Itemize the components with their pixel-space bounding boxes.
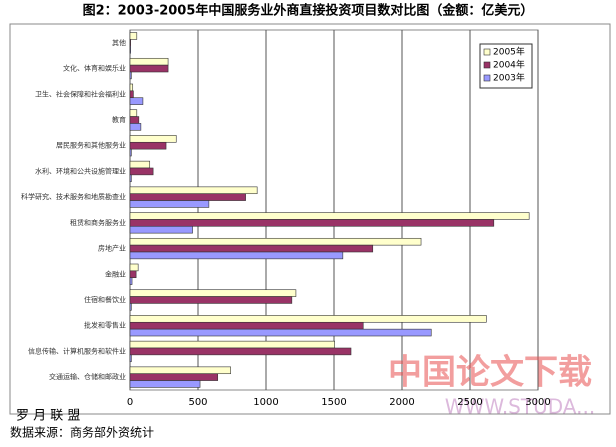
y-tick-label: 教育 bbox=[112, 115, 126, 124]
footer-brand: 罗 月 联 盟 bbox=[16, 409, 80, 424]
bar bbox=[129, 366, 231, 375]
bar bbox=[129, 32, 138, 40]
bar bbox=[129, 135, 177, 143]
bar bbox=[129, 160, 151, 169]
bar bbox=[129, 83, 134, 92]
bar bbox=[129, 315, 487, 323]
bar bbox=[129, 109, 138, 117]
y-tick-label: 居民服务和其他服务业 bbox=[56, 141, 126, 150]
chart-frame bbox=[9, 23, 611, 415]
bar bbox=[129, 45, 131, 54]
x-tick-label: 0 bbox=[127, 397, 133, 408]
bar bbox=[129, 39, 131, 47]
bar bbox=[129, 321, 364, 330]
y-tick-label: 批发和零售业 bbox=[84, 321, 126, 330]
legend-swatch bbox=[483, 74, 491, 82]
y-tick-label: 信息传输、计算机服务和软件业 bbox=[28, 346, 126, 355]
y-tick-label: 金融业 bbox=[105, 269, 126, 278]
x-tick-label: 2000 bbox=[389, 397, 414, 408]
bar bbox=[129, 277, 133, 285]
bar bbox=[129, 57, 169, 66]
y-tick-label: 住宿和餐饮业 bbox=[84, 295, 126, 304]
y-tick-label: 文化、体育和娱乐业 bbox=[63, 64, 126, 73]
watermark-url: WWW.STUDA... bbox=[445, 395, 595, 419]
bar bbox=[129, 251, 344, 260]
bar bbox=[129, 200, 210, 208]
bar bbox=[129, 347, 352, 356]
legend-label: 2004年 bbox=[493, 59, 525, 71]
bar bbox=[129, 328, 432, 337]
y-tick-label: 交通运输、仓储和邮政业 bbox=[49, 372, 126, 381]
bar bbox=[129, 186, 258, 195]
bar bbox=[129, 354, 132, 363]
bar bbox=[129, 340, 335, 349]
bar bbox=[129, 270, 137, 279]
y-tick-label: 卫生、社会保障和社会福利业 bbox=[35, 89, 126, 98]
x-tick-label: 500 bbox=[188, 397, 207, 408]
x-tick-label: 2500 bbox=[457, 397, 482, 408]
bar bbox=[129, 244, 374, 253]
bar bbox=[129, 212, 530, 220]
legend-swatch bbox=[483, 61, 491, 69]
y-tick-label: 房地产业 bbox=[98, 244, 126, 253]
legend-swatch bbox=[483, 48, 491, 56]
bar bbox=[129, 289, 297, 297]
x-tick-label: 3000 bbox=[525, 397, 550, 408]
bar bbox=[129, 167, 154, 176]
bar bbox=[129, 263, 139, 272]
footer-source: 数据来源：商务部外资统计 bbox=[10, 425, 154, 440]
y-tick-label: 水利、环境和公共设施管理业 bbox=[35, 166, 126, 175]
bar bbox=[129, 64, 169, 73]
bar bbox=[129, 237, 422, 246]
bar bbox=[129, 225, 193, 234]
legend-label: 2003年 bbox=[493, 72, 525, 84]
bar bbox=[129, 116, 140, 124]
bar bbox=[129, 296, 293, 304]
bar bbox=[129, 141, 167, 150]
bar bbox=[129, 123, 142, 131]
bar bbox=[129, 97, 144, 105]
bar bbox=[129, 148, 132, 157]
chart-title: 图2：2003-2005年中国服务业外商直接投资项目数对比图（金额：亿美元） bbox=[83, 3, 534, 19]
watermark: 中国论文下载 bbox=[388, 353, 592, 393]
y-tick-label: 租赁和商务服务业 bbox=[70, 218, 126, 227]
bar bbox=[129, 71, 132, 80]
bar bbox=[129, 193, 246, 201]
bar bbox=[129, 380, 201, 388]
y-tick-label: 其他 bbox=[112, 38, 126, 47]
bar bbox=[129, 303, 132, 311]
y-tick-label: 科学研究、技术服务和地质勘查业 bbox=[21, 192, 126, 201]
bar bbox=[129, 373, 219, 381]
legend-label: 2005年 bbox=[493, 46, 525, 58]
bar bbox=[129, 219, 495, 227]
bar bbox=[129, 90, 134, 99]
x-tick-label: 1500 bbox=[321, 397, 346, 408]
bar bbox=[129, 174, 132, 183]
x-tick-label: 1000 bbox=[253, 397, 278, 408]
